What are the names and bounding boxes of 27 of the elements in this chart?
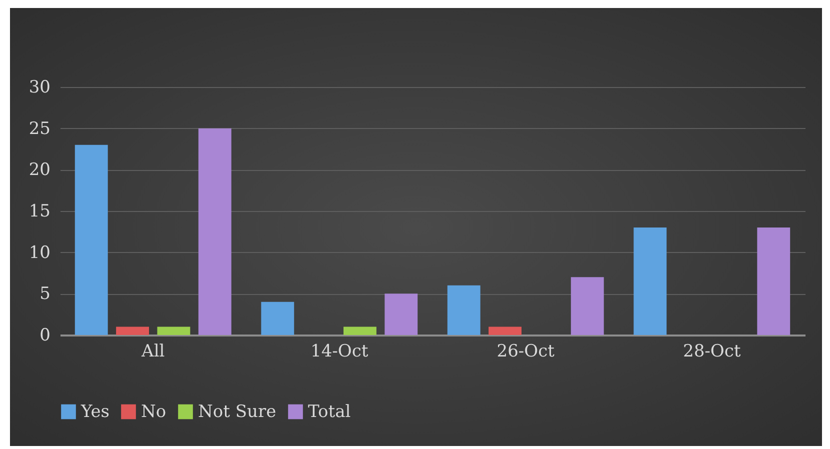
x-tick-label: All <box>140 342 165 362</box>
x-tick-label: 28-Oct <box>683 342 741 362</box>
legend-label: Total <box>308 402 351 422</box>
bar <box>74 144 108 335</box>
bar <box>198 128 232 335</box>
y-tick-label: 5 <box>40 284 50 304</box>
y-tick-label: 25 <box>28 118 50 139</box>
x-tick-label: 26-Oct <box>496 342 555 362</box>
legend-label: Not Sure <box>198 402 276 422</box>
bar <box>570 277 604 335</box>
bar <box>384 294 418 335</box>
bar <box>757 228 790 335</box>
bar <box>116 326 150 335</box>
x-tick-label: 14-Oct <box>310 342 368 362</box>
bar <box>447 285 480 335</box>
bar <box>488 326 522 335</box>
bar <box>157 326 190 335</box>
y-tick-label: 10 <box>28 242 50 263</box>
bar <box>261 302 294 335</box>
legend-label: No <box>141 402 166 422</box>
y-tick-label: 30 <box>28 78 50 98</box>
y-tick-label: 0 <box>40 326 50 346</box>
y-tick-label: 15 <box>28 202 50 222</box>
legend-label: Yes <box>80 402 110 422</box>
y-tick-label: 20 <box>28 160 50 180</box>
bar <box>634 228 667 335</box>
bar <box>343 326 376 335</box>
